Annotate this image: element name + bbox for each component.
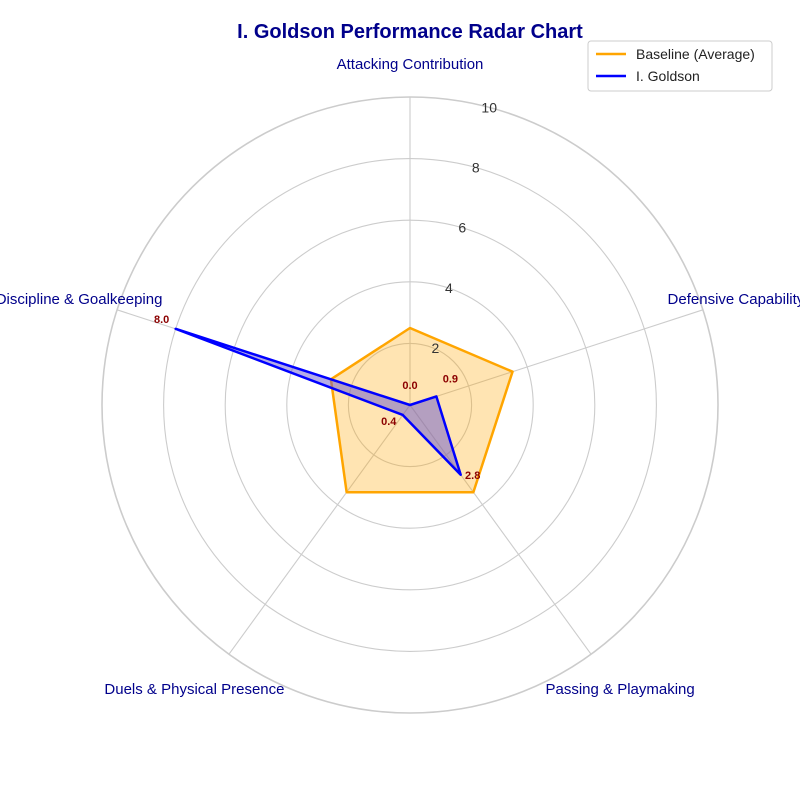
data-labels: 0.0 0.9 2.8 0.4 8.0 [154,314,480,482]
grid-spoke [228,404,411,655]
radial-tick-label: 8 [472,160,480,176]
legend-entry: I. Goldson [636,68,700,84]
data-label: 2.8 [465,470,480,482]
radial-tick-label: 4 [445,280,453,296]
radial-ticks: 2 4 6 8 10 [432,99,498,355]
axis-label: Discipline & Goalkeeping [0,291,162,308]
radial-tick-label: 10 [481,99,497,115]
data-label: 0.9 [443,373,458,385]
radial-tick-label: 6 [458,220,466,236]
axis-label: Duels & Physical Presence [104,681,284,698]
axis-label: Passing & Playmaking [545,681,694,698]
data-label: 8.0 [154,314,169,326]
data-label: 0.0 [402,380,417,392]
series-line [329,326,514,494]
series-line [174,327,462,477]
axis-label: Attacking Contribution [337,56,484,73]
legend: Baseline (Average) I. Goldson [587,40,773,92]
axis-labels: Attacking Contribution Defensive Capabili… [0,56,800,698]
legend-box [587,40,773,92]
axis-label: Defensive Capability [668,291,800,308]
chart-title: I. Goldson Performance Radar Chart [237,21,583,43]
radial-tick-label: 2 [432,340,440,356]
data-label: 0.4 [381,416,397,428]
grid-spoke [409,309,704,406]
radar-series [174,326,514,494]
legend-entry: Baseline (Average) [636,46,755,62]
